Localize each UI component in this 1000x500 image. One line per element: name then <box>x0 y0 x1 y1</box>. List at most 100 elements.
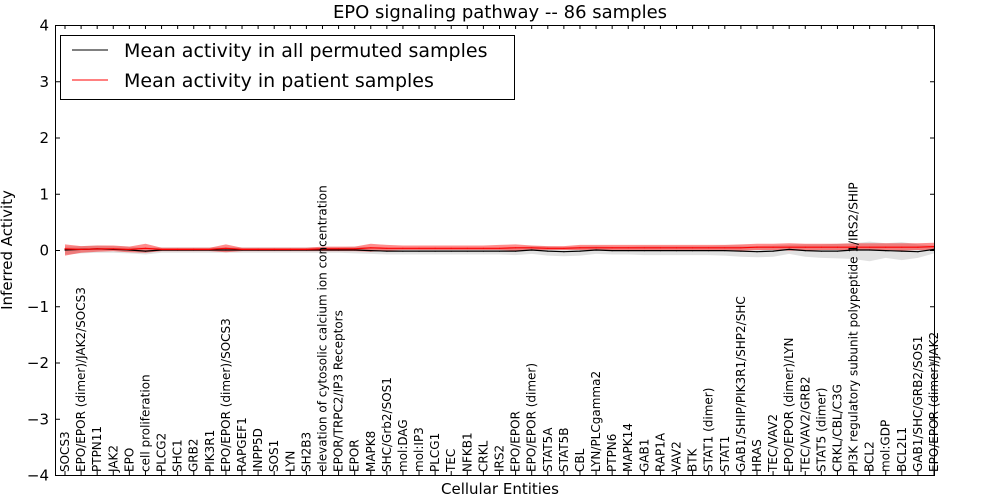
point-series-1-4 <box>128 248 130 250</box>
point-series-0-23 <box>434 250 436 252</box>
point-series-1-3 <box>112 248 114 250</box>
point-series-1-32 <box>579 247 581 249</box>
point-series-1-42 <box>740 247 742 249</box>
point-series-1-11 <box>241 248 243 250</box>
ytick-label-7: −3 <box>27 410 49 428</box>
category-label-31: STAT5B <box>557 428 571 473</box>
ytick-label-3: 1 <box>39 185 49 203</box>
category-label-37: RAP1A <box>653 432 667 472</box>
point-series-1-10 <box>225 247 227 249</box>
point-series-0-5 <box>144 250 147 252</box>
point-series-0-31 <box>563 251 565 253</box>
category-label-5: cell proliferation <box>139 374 153 472</box>
ytick-label-8: −4 <box>27 467 49 485</box>
category-label-26: CRKL <box>476 440 490 472</box>
category-label-9: PIK3R1 <box>203 430 217 472</box>
point-series-1-51 <box>885 246 887 248</box>
point-series-1-5 <box>144 247 147 249</box>
category-label-39: BTK <box>686 447 700 472</box>
category-label-21: mol:DAG <box>396 419 410 472</box>
point-series-0-40 <box>708 250 710 252</box>
point-series-0-17 <box>338 249 340 251</box>
point-series-1-24 <box>450 247 452 249</box>
category-label-3: JAK2 <box>106 445 120 473</box>
point-series-0-22 <box>418 250 420 252</box>
category-labels: SOCS3 EPO/EPOR (dimer)/JAK2/SOCS3 PTPN11 JA… <box>58 182 941 473</box>
category-label-35: MAPK14 <box>621 423 635 472</box>
category-label-22: mol:IP3 <box>412 427 426 472</box>
category-label-38: VAV2 <box>670 441 684 472</box>
point-series-1-49 <box>852 246 855 248</box>
category-label-0: SOCS3 <box>58 431 72 472</box>
category-label-27: IRS2 <box>493 445 507 472</box>
category-label-10: EPO/EPOR (dimer)/SOCS3 <box>219 318 233 472</box>
category-label-36: GAB1 <box>637 439 651 472</box>
point-series-1-27 <box>498 247 501 249</box>
category-label-12: INPP5D <box>251 428 265 472</box>
point-series-1-18 <box>354 248 356 250</box>
category-label-19: MAPK8 <box>364 431 378 472</box>
category-label-20: SHC/Grb2/SOS1 <box>380 377 394 472</box>
category-label-46: TEC/VAV2/GRB2 <box>798 376 812 473</box>
category-label-18: EPOR <box>348 439 362 472</box>
category-label-53: GAB1/SHC/GRB2/SOS1 <box>911 336 925 472</box>
point-series-1-53 <box>917 246 919 248</box>
legend-box <box>60 35 515 100</box>
point-series-0-20 <box>386 250 388 252</box>
point-series-1-0 <box>64 248 66 250</box>
point-series-1-2 <box>96 248 98 250</box>
point-series-1-26 <box>482 247 484 249</box>
point-series-1-31 <box>563 247 565 249</box>
ytick-label-2: 2 <box>39 129 49 147</box>
point-series-0-10 <box>225 249 227 251</box>
point-series-0-30 <box>547 250 549 252</box>
point-series-1-17 <box>338 248 340 250</box>
category-label-16: elevation of cytosolic calcium ion conce… <box>316 185 330 472</box>
category-label-41: STAT1 <box>718 436 732 472</box>
category-label-51: mol:GDP <box>879 420 893 472</box>
point-series-1-23 <box>434 247 436 249</box>
category-label-25: NFKB1 <box>460 432 474 472</box>
point-series-1-22 <box>418 247 420 249</box>
point-series-1-40 <box>708 247 710 249</box>
category-label-4: EPO <box>122 448 136 472</box>
category-label-28: EPO/EPOR <box>509 411 523 472</box>
point-series-1-28 <box>515 247 517 249</box>
category-label-7: SHC1 <box>171 439 185 472</box>
category-label-1: EPO/EPOR (dimer)/JAK2/SOCS3 <box>74 287 88 472</box>
category-label-45: EPO/EPOR (dimer)/LYN <box>782 338 796 472</box>
point-series-1-1 <box>80 248 82 250</box>
point-series-1-30 <box>547 247 549 249</box>
point-series-0-52 <box>901 250 903 252</box>
point-series-0-18 <box>354 249 356 251</box>
category-label-42: GAB1/SHIP/PIK3R1/SHP2/SHC <box>734 296 748 472</box>
point-series-0-19 <box>370 250 372 252</box>
point-series-0-41 <box>724 250 726 252</box>
ytick-label-6: −2 <box>27 354 49 372</box>
point-series-1-13 <box>273 248 275 250</box>
category-label-48: CRKL/CBL/C3G <box>830 384 844 472</box>
y-axis-label: Inferred Activity <box>0 190 16 310</box>
point-series-1-8 <box>193 248 195 250</box>
ytick-label-4: 0 <box>39 242 49 260</box>
point-series-1-46 <box>804 246 806 248</box>
point-series-0-32 <box>579 250 581 252</box>
category-label-40: STAT1 (dimer) <box>702 388 716 472</box>
point-series-0-53 <box>917 251 919 253</box>
category-label-23: PLCG1 <box>428 433 442 472</box>
point-series-0-16 <box>321 249 324 251</box>
chart-title: EPO signaling pathway -- 86 samples <box>333 2 667 23</box>
point-series-0-39 <box>692 250 694 252</box>
point-series-0-25 <box>466 250 468 252</box>
series-lines <box>64 246 935 253</box>
point-series-1-33 <box>595 247 597 249</box>
point-series-1-47 <box>820 246 823 248</box>
legend-entry-patient: Mean activity in patient samples <box>124 70 434 92</box>
point-series-1-44 <box>772 246 774 248</box>
point-series-1-41 <box>724 247 726 249</box>
legend: Mean activity in all permuted samples Me… <box>60 35 515 100</box>
plot-frame <box>55 25 935 476</box>
point-series-0-50 <box>869 249 871 251</box>
legend-entry-permuted: Mean activity in all permuted samples <box>124 40 487 62</box>
point-series-1-35 <box>627 247 629 249</box>
